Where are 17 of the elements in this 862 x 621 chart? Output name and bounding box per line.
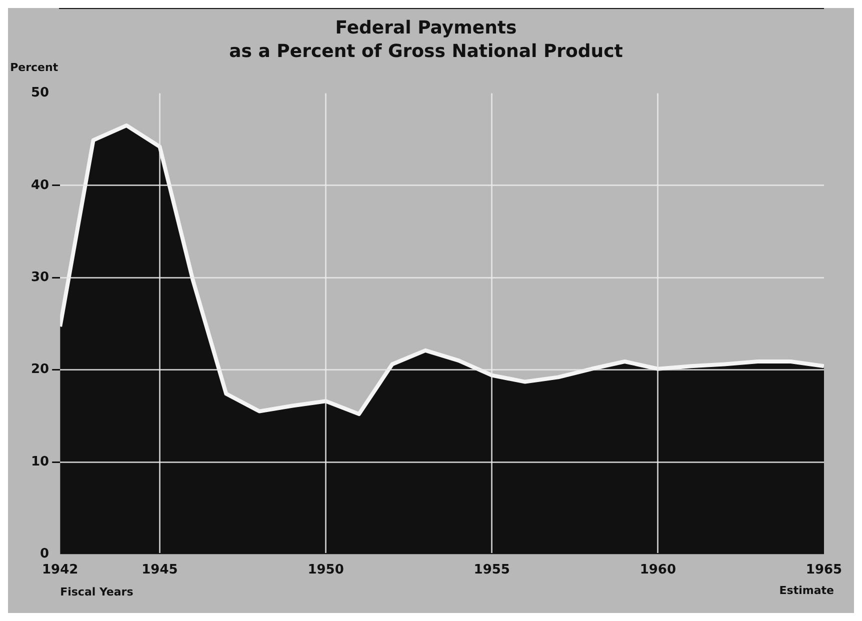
x-tick-label: 1960 xyxy=(640,562,676,578)
chart-title: Federal Payments xyxy=(335,17,517,38)
y-tick-label: 40 xyxy=(30,178,50,193)
y-tick-label: 20 xyxy=(30,362,50,378)
y-tick-label: 50 xyxy=(30,86,50,101)
x-tick-label: 1945 xyxy=(142,562,178,578)
y-axis-title: Percent xyxy=(10,61,58,74)
y-tick-label: 10 xyxy=(30,454,50,470)
chart-subtitle: as a Percent of Gross National Product xyxy=(229,41,624,62)
y-tick-label: 30 xyxy=(30,270,50,285)
x-tick-label: 1965 xyxy=(806,562,842,578)
x-axis-title: Fiscal Years xyxy=(60,585,134,598)
x-tick-label: 1955 xyxy=(474,562,510,578)
y-tick-label: 0 xyxy=(40,546,50,562)
x-tick-label: 1950 xyxy=(308,562,344,578)
x-tick-label: 1942 xyxy=(42,562,78,578)
text: Estimate xyxy=(779,584,834,598)
